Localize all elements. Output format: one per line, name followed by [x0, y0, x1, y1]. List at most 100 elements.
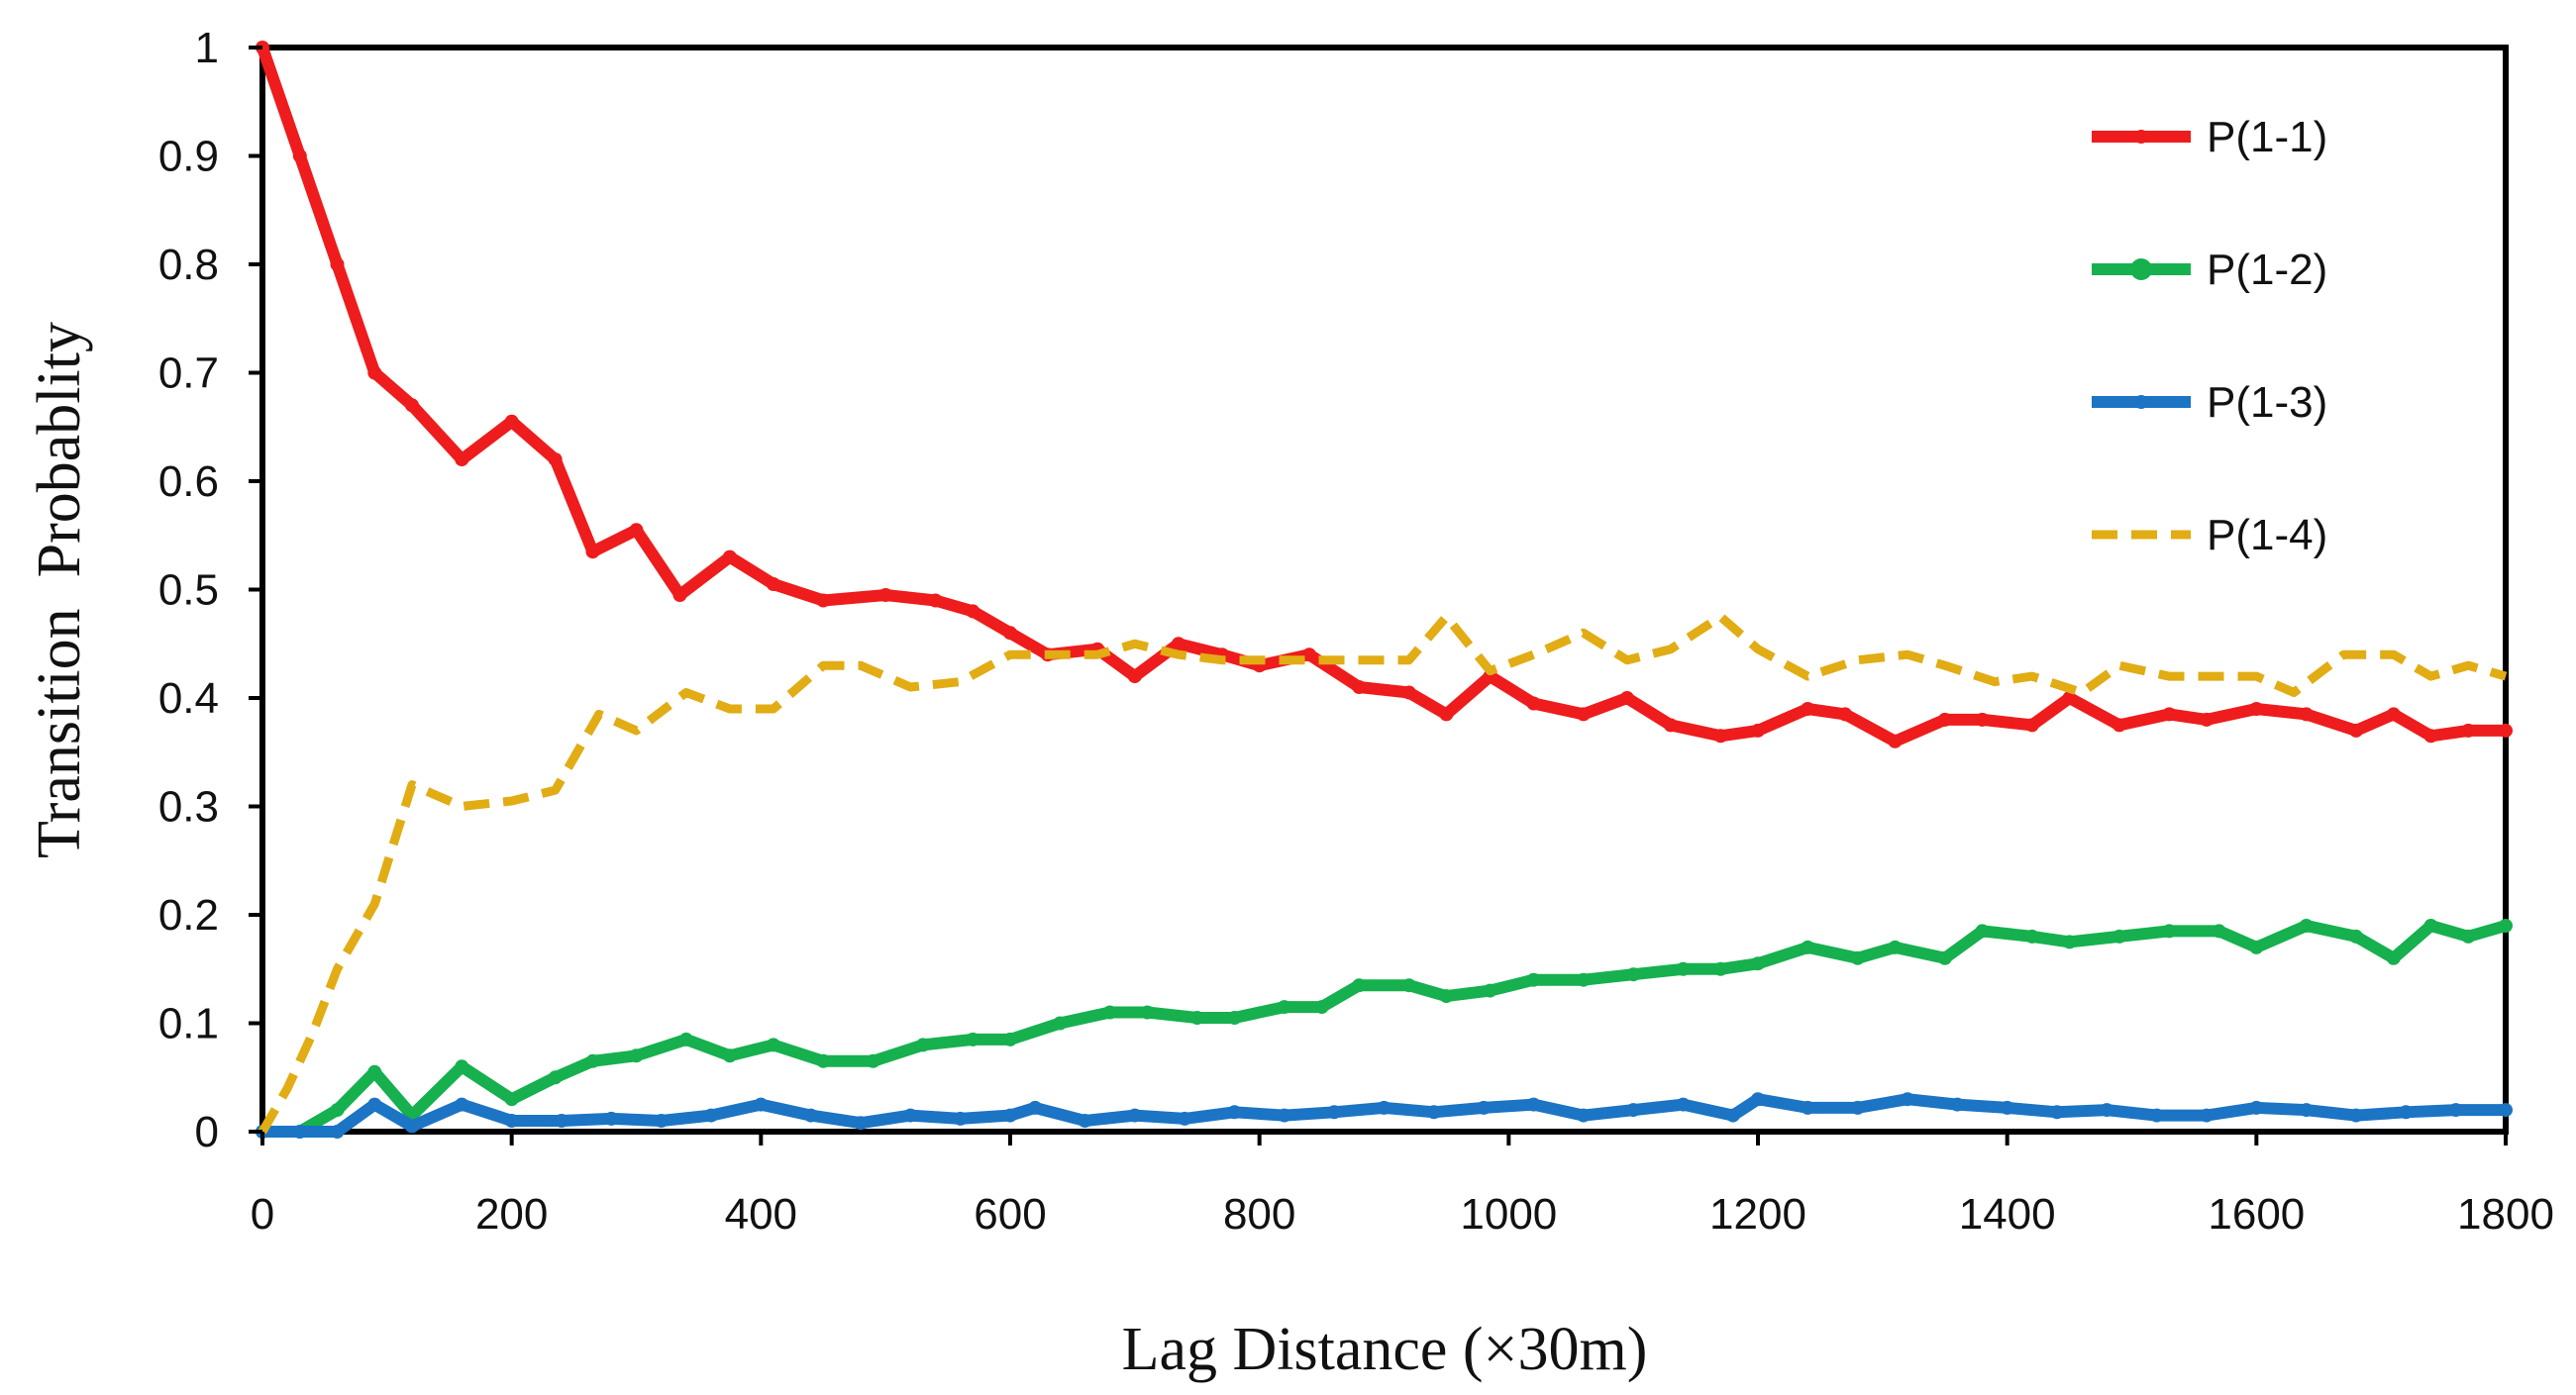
data-point [1003, 1108, 1017, 1123]
data-point [2386, 707, 2401, 722]
x-tick-label: 0 [251, 1190, 274, 1239]
data-point [2062, 691, 2077, 705]
data-point [2386, 950, 2401, 965]
data-point [2349, 723, 2363, 738]
y-tick-label: 0.7 [158, 349, 219, 398]
data-point [1619, 691, 1634, 705]
data-point [1838, 707, 1853, 722]
data-point [504, 414, 519, 429]
data-point [292, 1125, 307, 1139]
data-point [866, 1053, 880, 1068]
data-point [1171, 637, 1185, 651]
data-point [1751, 956, 1765, 971]
data-point [2050, 1105, 2064, 1120]
series-p-1-1 [256, 41, 2513, 748]
plot-frame [259, 45, 2509, 1135]
data-point [966, 1032, 980, 1046]
data-point [1102, 1005, 1117, 1020]
data-point [1626, 1103, 1641, 1118]
data-point [2112, 929, 2126, 944]
data-point [1676, 1097, 1691, 1112]
legend-label: P(1-2) [2207, 246, 2327, 294]
y-tick-label: 0.5 [158, 566, 219, 615]
data-point [1277, 1000, 1291, 1015]
data-point [903, 1108, 918, 1123]
data-point [2024, 718, 2039, 733]
data-point [1426, 1105, 1441, 1120]
x-tick-label: 1000 [1460, 1190, 1557, 1239]
data-point [704, 1108, 718, 1123]
data-point [1751, 723, 1765, 738]
data-point [292, 149, 307, 163]
data-point [1327, 1105, 1342, 1120]
data-point [1401, 978, 1416, 993]
plot-area [256, 41, 2513, 1139]
data-point [1526, 696, 1541, 711]
data-point [678, 1032, 693, 1046]
data-point [766, 577, 780, 591]
data-point [854, 1116, 868, 1131]
y-tick-label: 0 [195, 1108, 219, 1156]
legend-item: P(1-2) [2092, 246, 2327, 294]
y-tick-label: 0.1 [158, 1000, 219, 1048]
series-line [257, 920, 2512, 1138]
x-tick-label: 1800 [2457, 1190, 2554, 1239]
data-point [1028, 1100, 1043, 1115]
legend-marker [2130, 258, 2152, 280]
data-point [1227, 1011, 1242, 1025]
data-point [1352, 680, 1367, 694]
data-point [555, 1114, 568, 1128]
legend: P(1-1) P(1-2) P(1-3) P(1-4) [2092, 113, 2327, 559]
data-point [1626, 967, 1641, 982]
data-point [1003, 626, 1017, 641]
data-point [1314, 1000, 1329, 1015]
x-tick-label: 600 [974, 1190, 1046, 1239]
y-axis: 0 0.1 0.2 0.3 0.4 0.5 0.6 0.7 0.8 0.9 1 [158, 24, 262, 1156]
data-point [1850, 950, 1865, 965]
data-point [1801, 1100, 1815, 1115]
data-point [1975, 924, 1990, 939]
data-point [1477, 1100, 1492, 1115]
data-point [2249, 940, 2264, 954]
data-point [1277, 1108, 1291, 1123]
x-axis: 0 200 400 600 800 1000 1200 1400 1600 1800 [251, 1132, 2554, 1239]
legend-label: P(1-3) [2207, 378, 2327, 427]
y-tick-label: 1 [195, 24, 219, 72]
data-point [1888, 940, 1903, 954]
data-point [953, 1111, 968, 1126]
data-point [1526, 1097, 1541, 1112]
data-point [878, 588, 893, 602]
data-point [455, 1059, 469, 1074]
data-point [966, 604, 980, 619]
data-point [2112, 718, 2126, 733]
data-point [1127, 1108, 1142, 1123]
data-point [2249, 702, 2264, 716]
data-point [1576, 707, 1591, 722]
y-tick-label: 0.2 [158, 891, 219, 940]
data-point [604, 1111, 619, 1126]
data-point [1302, 648, 1316, 662]
data-point [2423, 729, 2438, 744]
data-point [585, 1053, 600, 1068]
legend-item: P(1-4) [2092, 511, 2327, 559]
y-tick-label: 0.9 [158, 133, 219, 181]
data-point [1950, 1097, 1965, 1112]
series-p-1-4 [258, 612, 2508, 1135]
data-point [2399, 1105, 2414, 1120]
legend-item: P(1-1) [2092, 113, 2327, 161]
data-point [2000, 1100, 2014, 1115]
series-p-1-2 [256, 919, 2513, 1139]
data-point [722, 1048, 737, 1063]
x-tick-label: 1600 [2208, 1190, 2305, 1239]
data-point [2062, 935, 2077, 949]
data-point [915, 1038, 930, 1052]
data-point [1227, 1105, 1242, 1120]
data-point [2162, 707, 2177, 722]
data-point [2448, 1103, 2463, 1118]
y-tick-label: 0.8 [158, 241, 219, 289]
data-point [330, 1125, 345, 1139]
x-tick-label: 800 [1223, 1190, 1295, 1239]
data-point [754, 1097, 769, 1112]
data-point [1439, 707, 1454, 722]
